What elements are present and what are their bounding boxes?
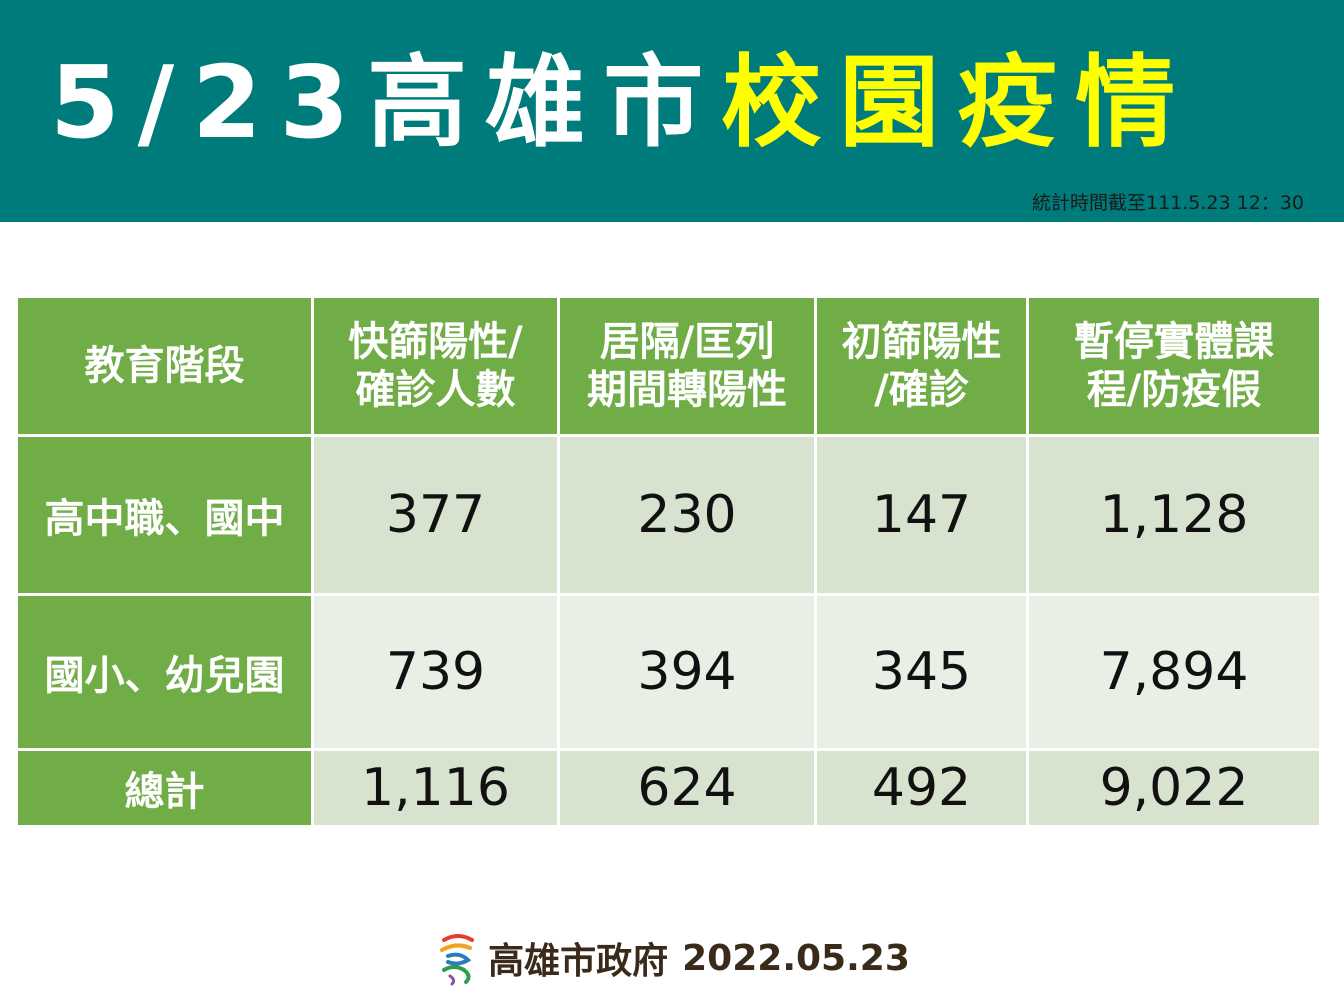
table-cell: 230 (557, 434, 817, 596)
table-cell: 147 (814, 434, 1029, 596)
table-cell: 1,128 (1026, 434, 1322, 596)
row-header-stage: 國小、幼兒園 (15, 593, 314, 751)
stat-time-note: 統計時間截至111.5.23 12：30 (1031, 192, 1304, 214)
row-header-stage: 高中職、國中 (15, 434, 314, 596)
column-header-class-suspension: 暫停實體課 程/防疫假 (1026, 295, 1322, 437)
title-date: 5/23 (50, 44, 368, 161)
column-header-rapid-positive: 快篩陽性/確診人數 (311, 295, 560, 437)
table-cell: 739 (311, 593, 560, 751)
column-header-stage: 教育階段 (15, 295, 314, 437)
column-header-quarantine-positive: 居隔/匡列 期間轉陽性 (557, 295, 817, 437)
title-banner: 5/23高雄市校園疫情 統計時間截至111.5.23 12：30 (0, 0, 1344, 222)
table-cell: 394 (557, 593, 817, 751)
table-total-row: 總計 1,116 624 492 9,022 (15, 748, 1322, 828)
table-cell: 7,894 (1026, 593, 1322, 751)
table-cell: 9,022 (1026, 748, 1322, 828)
footer-org: 高雄市政府 (488, 941, 669, 982)
footer-date: 2022.05.23 (682, 937, 910, 979)
table-row: 高中職、國中 377 230 147 1,128 (15, 434, 1322, 596)
kaohsiung-logo-icon (440, 934, 475, 986)
row-header-total: 總計 (15, 748, 314, 828)
table-cell: 492 (814, 748, 1029, 828)
table-cell: 624 (557, 748, 817, 828)
table-row: 國小、幼兒園 739 394 345 7,894 (15, 593, 1322, 751)
title-city: 高雄市 (367, 44, 722, 161)
footer: 高雄市政府 2022.05.23 (0, 928, 1344, 988)
table-cell: 1,116 (311, 748, 560, 828)
column-header-initial-positive: 初篩陽性/確診 (814, 295, 1029, 437)
title-highlight: 校園疫情 (721, 44, 1194, 161)
page-title: 5/23高雄市校園疫情 (50, 28, 1193, 178)
epidemic-table: 教育階段 快篩陽性/確診人數 居隔/匡列 期間轉陽性 初篩陽性/確診 暫停實體課程… (15, 295, 1322, 828)
table-cell: 345 (814, 593, 1029, 751)
table-header-row: 教育階段 快篩陽性/確診人數 居隔/匡列 期間轉陽性 初篩陽性/確診 暫停實體課程… (15, 295, 1322, 437)
table-cell: 377 (311, 434, 560, 596)
